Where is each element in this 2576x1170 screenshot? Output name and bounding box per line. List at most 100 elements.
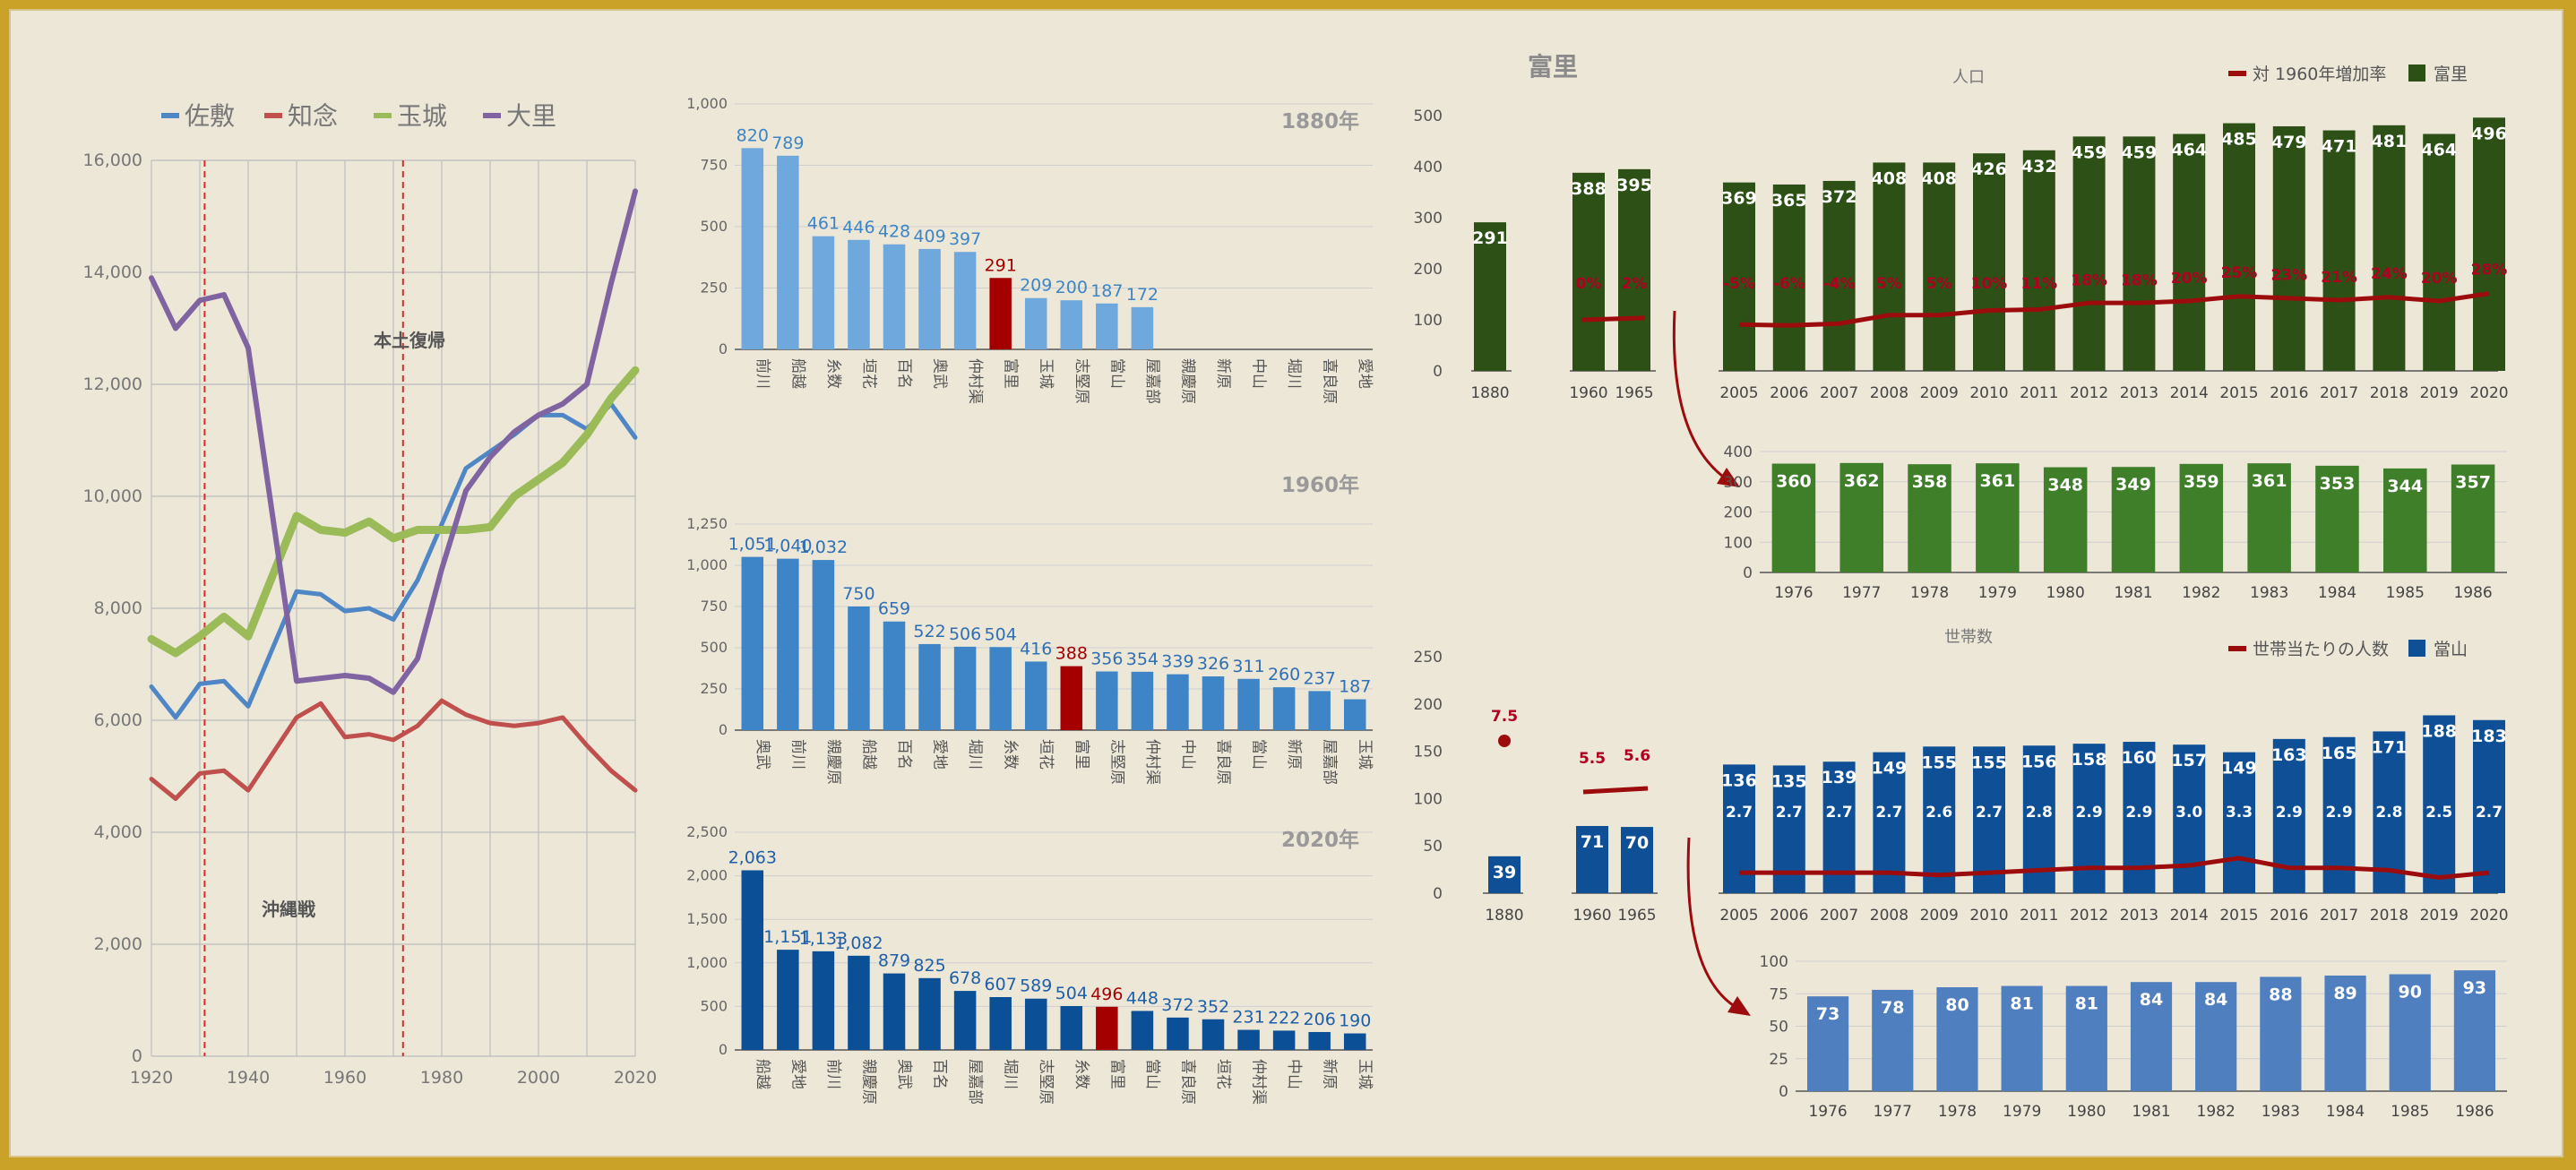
y-tick-label: 0 (1433, 363, 1443, 381)
x-tick-label: 1984 (2318, 584, 2356, 602)
category-label: 玉城 (1037, 358, 1055, 389)
x-tick-label: 2014 (2170, 384, 2209, 402)
category-label: 志堅原 (1037, 1059, 1055, 1105)
x-tick-label: 1986 (2453, 584, 2492, 602)
bar-志堅原 (1060, 300, 1083, 349)
rate-line-segment (1581, 315, 1646, 323)
x-tick-label: 1981 (2114, 584, 2152, 602)
bar-value-label: 479 (2271, 133, 2307, 152)
bar-value-label: 88 (2269, 985, 2292, 1004)
bar-value-label: 397 (949, 229, 981, 249)
bar-2008 (1873, 162, 1906, 371)
bar-2014 (2173, 133, 2206, 371)
x-tick-label: 2012 (2070, 384, 2108, 402)
bar-愛地 (777, 950, 799, 1050)
bar-value-label: 354 (1126, 650, 1159, 669)
category-label: 前川 (824, 1059, 842, 1089)
y-tick-label: 400 (1724, 443, 1753, 461)
x-tick-label: 1982 (2182, 584, 2220, 602)
bar-value-label: 496 (1090, 985, 1123, 1004)
bar-垣花 (1024, 661, 1047, 730)
persons-label: 3.0 (2175, 804, 2202, 822)
bar-親慶原 (812, 560, 835, 730)
bar-2015 (2223, 752, 2255, 893)
persons-label: 2.9 (2076, 804, 2103, 822)
category-label: 親慶原 (824, 739, 842, 785)
y-tick-label: 400 (1414, 159, 1443, 176)
category-label: 富里 (1107, 1059, 1125, 1089)
category-label: 新原 (1214, 358, 1232, 389)
rate-label: 20% (2171, 270, 2208, 288)
y-tick-label: 16,000 (83, 151, 142, 170)
series-line-大里 (149, 188, 638, 695)
y-tick-label: 1,000 (686, 954, 728, 971)
bar-value-label: 222 (1268, 1008, 1300, 1028)
x-tick-label: 2006 (1770, 384, 1808, 402)
bar-value-label: 369 (1721, 189, 1757, 209)
persons-label: 2.9 (2125, 804, 2152, 822)
bar-1984 (2315, 465, 2359, 572)
x-tick-label: 1982 (2197, 1103, 2236, 1121)
category-label: 堀川 (966, 739, 984, 770)
legend-label: 知念 (288, 101, 338, 131)
y-tick-label: 100 (1760, 953, 1788, 971)
rate-label: 23% (2270, 266, 2307, 284)
y-tick-label: 500 (700, 997, 728, 1014)
y-tick-label: 200 (1414, 696, 1443, 714)
bar-1979 (2001, 985, 2043, 1091)
x-tick-label: 2013 (2120, 907, 2158, 925)
x-tick-label: 1978 (1938, 1103, 1977, 1121)
x-tick-label: 2010 (1969, 384, 2008, 402)
persons-label: 7.5 (1491, 708, 1518, 726)
bar-1880 (1474, 222, 1506, 371)
chart-title: 世帯数 (1944, 628, 1993, 647)
bar-富里 (1060, 666, 1083, 730)
bar-value-label: 459 (2122, 142, 2158, 162)
rate-label: 20% (2421, 270, 2458, 288)
bar-當山 (1096, 303, 1118, 349)
bar-value-label: 155 (1971, 753, 2007, 772)
x-tick-label: 2007 (1820, 907, 1858, 925)
bar-1977 (1872, 989, 1914, 1091)
category-label: 船越 (859, 739, 877, 770)
bar-value-label: 172 (1126, 285, 1159, 305)
bar-value-label: 362 (1844, 471, 1880, 491)
bar-value-label: 1,082 (834, 933, 883, 953)
bar-value-label: 825 (913, 956, 945, 976)
bar-屋嘉部 (953, 991, 977, 1050)
y-tick-label: 100 (1724, 534, 1753, 552)
x-tick-label: 1985 (2391, 1103, 2429, 1121)
persons-label: 2.5 (2425, 804, 2452, 822)
bar-value-label: 349 (2115, 475, 2151, 495)
rate-label: 11% (2020, 275, 2057, 293)
category-label: 玉城 (1356, 739, 1374, 770)
bar-仲村渠 (1237, 1029, 1260, 1050)
x-tick-label: 1979 (1978, 584, 2017, 602)
rate-label: -4% (1823, 275, 1856, 293)
x-tick-label: 1980 (2046, 584, 2085, 602)
bar-value-label: 71 (1581, 832, 1604, 852)
bar-富里 (1096, 1006, 1118, 1050)
y-tick-label: 500 (700, 218, 728, 235)
category-label: 喜良原 (1321, 358, 1339, 404)
bar-2018 (2373, 731, 2406, 893)
y-tick-label: 1,250 (686, 515, 728, 532)
bar-value-label: 589 (1020, 976, 1052, 996)
bar-船越 (848, 607, 870, 730)
bar-1981 (2130, 982, 2173, 1091)
legend-label: 玉城 (397, 101, 447, 131)
x-tick-label: 2016 (2270, 384, 2308, 402)
bar-value-label: 359 (2184, 472, 2219, 492)
y-tick-label: 4,000 (94, 822, 142, 842)
bar-value-label: 89 (2333, 984, 2356, 1003)
category-label: 糸数 (1002, 739, 1020, 770)
bar-2020 (2473, 117, 2505, 371)
persons-line-segment (1582, 786, 1649, 795)
bar-2007 (1822, 180, 1856, 371)
bar-value-label: 260 (1268, 665, 1300, 684)
bar-船越 (777, 155, 799, 349)
bar-1976 (1771, 463, 1816, 572)
bar-2014 (2173, 744, 2206, 893)
bar-1982 (2195, 982, 2237, 1091)
bar-value-label: 344 (2387, 477, 2423, 496)
